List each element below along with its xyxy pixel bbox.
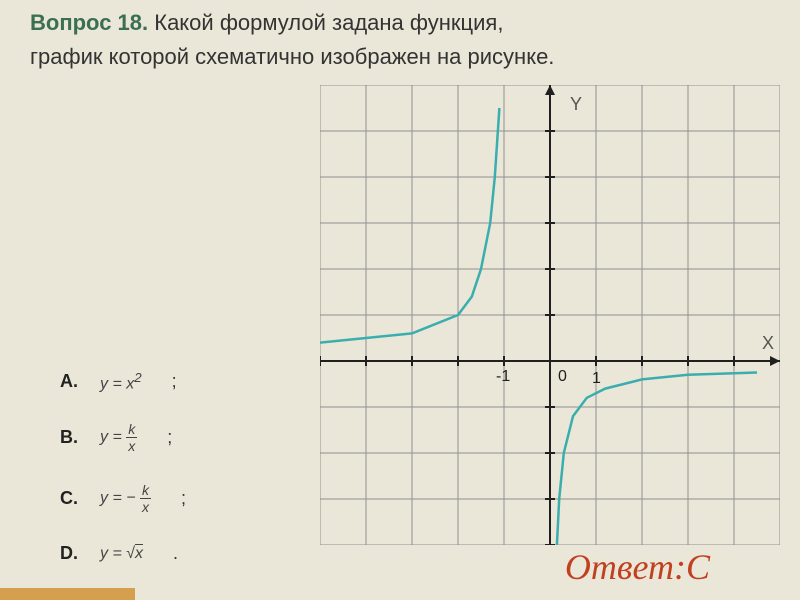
question-number: Вопрос 18. xyxy=(30,10,148,35)
option-suffix: ; xyxy=(172,371,177,392)
answer-options: A. y = x2 ; B. y = kx ; C. y = − kx ; D.… xyxy=(60,370,186,592)
option-formula: y = x2 xyxy=(100,370,142,393)
question-subtitle: график которой схематично изображен на р… xyxy=(30,44,770,70)
option-formula: y = − kx xyxy=(100,482,151,515)
option-a: A. y = x2 ; xyxy=(60,370,186,393)
option-letter: C. xyxy=(60,488,100,509)
svg-text:1: 1 xyxy=(592,370,601,387)
answer-label: Ответ:C xyxy=(565,546,710,588)
option-letter: B. xyxy=(60,427,100,448)
option-d: D. y = √x . xyxy=(60,543,186,564)
question-title: Вопрос 18. Какой формулой задана функция… xyxy=(30,10,770,36)
svg-text:Y: Y xyxy=(570,94,582,114)
svg-text:X: X xyxy=(762,333,774,353)
option-suffix: ; xyxy=(167,427,172,448)
option-letter: A. xyxy=(60,371,100,392)
question-text: Какой формулой задана функция, xyxy=(148,10,503,35)
option-formula: y = √x xyxy=(100,545,143,563)
svg-text:-1: -1 xyxy=(496,368,510,385)
chart-svg: Y X -1 0 1 xyxy=(320,85,780,545)
function-chart: Y X -1 0 1 xyxy=(320,85,780,545)
bottom-accent-bar xyxy=(0,588,135,600)
option-suffix: ; xyxy=(181,488,186,509)
option-formula: y = kx xyxy=(100,421,137,454)
svg-text:0: 0 xyxy=(558,368,567,385)
option-letter: D. xyxy=(60,543,100,564)
option-c: C. y = − kx ; xyxy=(60,482,186,515)
option-suffix: . xyxy=(173,543,178,564)
option-b: B. y = kx ; xyxy=(60,421,186,454)
